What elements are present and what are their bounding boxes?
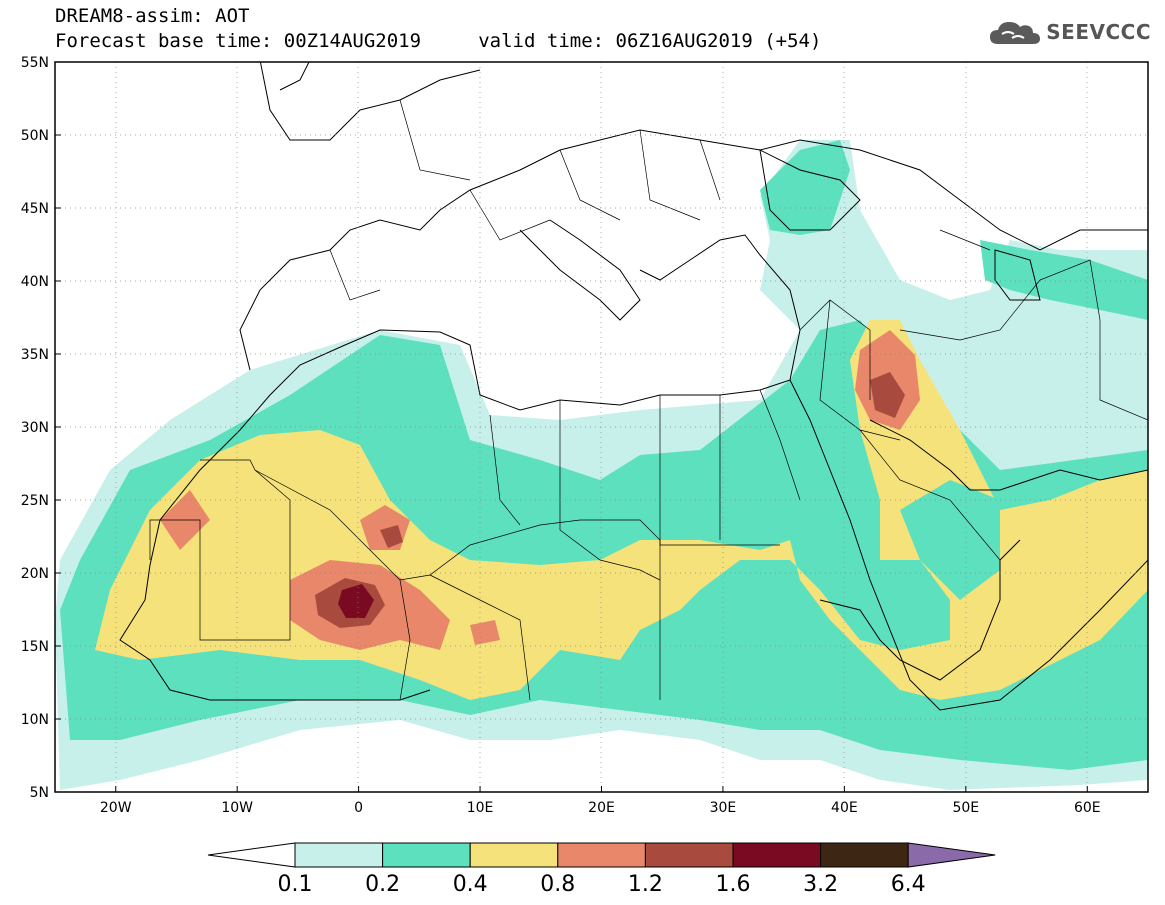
title-line-1: DREAM8-assim: AOT (55, 5, 250, 27)
lat-tick-label: 50N (21, 128, 49, 144)
lat-tick-label: 55N (21, 55, 49, 71)
coastlines (119, 62, 1148, 711)
graticule (55, 62, 1148, 792)
lon-tick-label: 50E (952, 800, 979, 816)
lat-tick-label: 40N (21, 274, 49, 290)
lat-tick-label: 35N (21, 347, 49, 363)
colorbar-level-label: 1.6 (716, 872, 751, 897)
colorbar-box (294, 842, 384, 868)
lon-tick-label: 60E (1074, 800, 1101, 816)
aot-field (55, 140, 1148, 790)
lat-tick-label: 10N (21, 712, 49, 728)
colorbar-box (820, 842, 909, 868)
colorbar-box (557, 842, 646, 868)
lat-tick-label: 30N (21, 420, 49, 436)
lat-tick-label: 5N (30, 785, 49, 801)
colorbar-level-label: 6.4 (891, 872, 926, 897)
title-line-2: Forecast base time: 00Z14AUG2019 valid t… (55, 30, 822, 52)
colorbar-level-label: 3.2 (803, 872, 838, 897)
colorbar-low-arrow (207, 842, 296, 868)
logo-text: SEEVCCC (1046, 20, 1151, 44)
lon-tick-label: 20E (588, 800, 615, 816)
lon-tick-label: 20W (100, 800, 132, 816)
lon-tick-label: 40E (831, 800, 858, 816)
lon-tick-label: 30E (710, 800, 737, 816)
lon-tick-label: 0 (354, 800, 363, 816)
colorbar-high-arrow (907, 842, 996, 868)
colorbar-level-label: 0.2 (365, 872, 400, 897)
colorbar-box (732, 842, 822, 868)
colorbar-box (469, 842, 559, 868)
lat-tick-label: 20N (21, 566, 49, 582)
colorbar-box (644, 842, 734, 868)
lat-tick-label: 15N (21, 639, 49, 655)
colorbar-level-label: 0.4 (453, 872, 488, 897)
colorbar-box (382, 842, 471, 868)
colorbar: 0.1 0.2 0.4 0.8 1.2 1.6 3.2 6.4 (207, 842, 996, 897)
seevccc-logo: SEEVCCC (988, 18, 1151, 46)
cloud-icon (990, 22, 1041, 44)
colorbar-level-label: 1.2 (628, 872, 663, 897)
lat-tick-labels: 55N 50N 45N 40N 35N 30N 25N 20N 15N 10N 5N (21, 55, 61, 801)
lon-tick-label: 10W (221, 800, 253, 816)
colorbar-level-label: 0.8 (540, 872, 575, 897)
lon-tick-label: 10E (467, 800, 494, 816)
lat-tick-label: 25N (21, 493, 49, 509)
colorbar-level-label: 0.1 (278, 872, 313, 897)
lat-tick-label: 45N (21, 201, 49, 217)
lon-tick-labels: 20W 10W 0 10E 20E 30E 40E 50E 60E (100, 786, 1101, 816)
